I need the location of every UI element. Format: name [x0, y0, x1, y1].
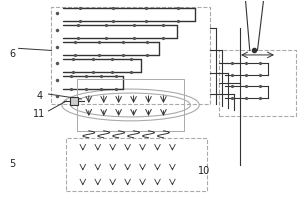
- Text: 4: 4: [37, 91, 43, 101]
- Text: 5: 5: [10, 159, 16, 169]
- Bar: [70, 97, 78, 105]
- Text: 10: 10: [198, 166, 210, 176]
- Text: 6: 6: [10, 49, 16, 59]
- Text: 11: 11: [33, 109, 46, 119]
